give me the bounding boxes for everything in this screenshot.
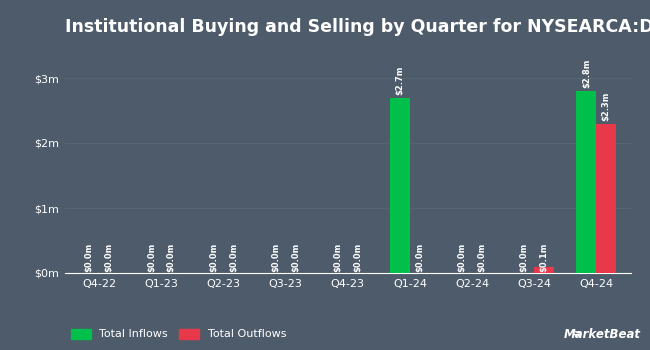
Text: $0.1m: $0.1m <box>540 243 549 272</box>
Text: $0.0m: $0.0m <box>209 243 218 272</box>
Text: $0.0m: $0.0m <box>291 243 300 272</box>
Text: $0.0m: $0.0m <box>478 243 486 272</box>
Text: $0.0m: $0.0m <box>167 243 176 272</box>
Text: $0.0m: $0.0m <box>229 243 238 272</box>
Text: $0.0m: $0.0m <box>520 243 528 272</box>
Text: $0.0m: $0.0m <box>271 243 280 272</box>
Text: $0.0m: $0.0m <box>147 243 156 272</box>
Text: $0.0m: $0.0m <box>458 243 467 272</box>
Text: $0.0m: $0.0m <box>84 243 94 272</box>
Bar <box>577 91 596 273</box>
Text: $2.7m: $2.7m <box>395 65 404 95</box>
Text: $2.8m: $2.8m <box>582 59 591 89</box>
Text: Institutional Buying and Selling by Quarter for NYSEARCA:DRUP: Institutional Buying and Selling by Quar… <box>65 18 650 36</box>
Bar <box>534 266 554 273</box>
Text: $0.0m: $0.0m <box>415 243 424 272</box>
Text: $0.0m: $0.0m <box>353 243 362 272</box>
Text: $0.0m: $0.0m <box>333 243 343 272</box>
Bar <box>390 98 410 273</box>
Text: ≈: ≈ <box>570 327 582 341</box>
Text: MarketBeat: MarketBeat <box>564 328 640 341</box>
Bar <box>596 124 616 273</box>
Legend: Total Inflows, Total Outflows: Total Inflows, Total Outflows <box>71 329 287 340</box>
Text: $0.0m: $0.0m <box>105 243 114 272</box>
Text: $2.3m: $2.3m <box>602 92 611 121</box>
